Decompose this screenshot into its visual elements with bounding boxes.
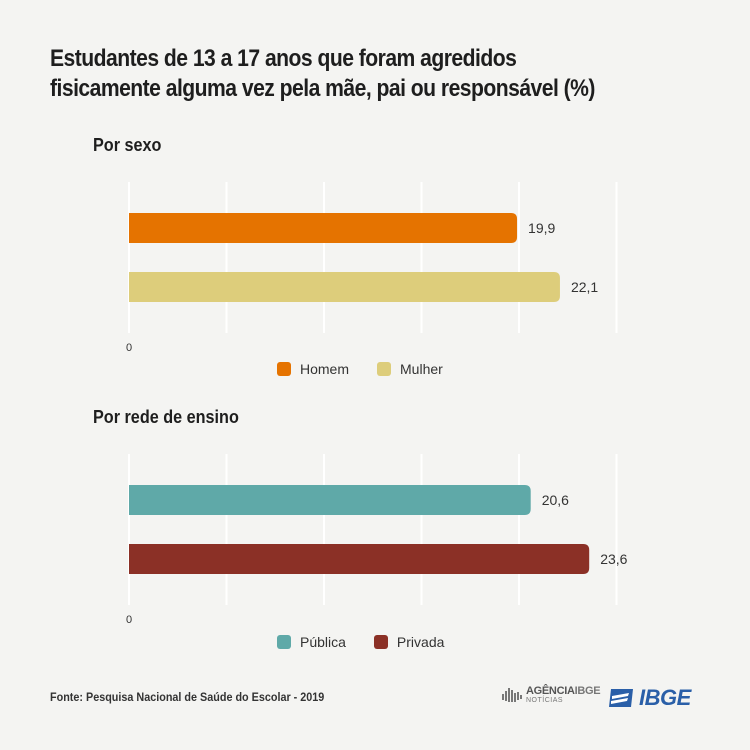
section-title-rede: Por rede de ensino	[93, 407, 239, 427]
legend-swatch-privada	[373, 635, 388, 649]
legend-item-publica: Pública	[277, 634, 346, 650]
data-label-publica: 20,6	[542, 492, 569, 508]
agencia-label: AGÊNCIAIBGE	[526, 685, 601, 697]
data-label-privada: 23,6	[600, 551, 627, 567]
legend-item-privada: Privada	[373, 634, 445, 650]
bar-privada	[129, 544, 590, 574]
x-tick-label: 0	[126, 614, 132, 626]
legend-item-mulher: Mulher	[377, 361, 443, 377]
agencia-mark-icon	[502, 688, 522, 702]
bar-publica	[129, 485, 531, 515]
agencia-sub-label: NOTÍCIAS	[526, 697, 564, 704]
bar-homem	[129, 213, 518, 243]
legend-rede: Pública Privada	[277, 634, 472, 650]
legend-swatch-homem	[277, 362, 291, 376]
title-line-2: fisicamente alguma vez pela mãe, pai ou …	[50, 75, 595, 102]
chart-por-sexo: 19,9 22,1 0	[126, 182, 618, 354]
legend-label-homem: Homem	[300, 361, 350, 377]
legend-label-publica: Pública	[300, 634, 346, 650]
bar-mulher	[129, 272, 560, 302]
legend-item-homem: Homem	[277, 361, 349, 377]
data-label-mulher: 22,1	[571, 279, 598, 295]
legend-sexo: Homem Mulher	[277, 361, 471, 377]
legend-label-privada: Privada	[396, 634, 445, 650]
data-label-homem: 19,9	[528, 220, 555, 236]
title-line-1: Estudantes de 13 a 17 anos que foram agr…	[50, 45, 517, 72]
chart-title: Estudantes de 13 a 17 anos que foram agr…	[50, 44, 631, 104]
agencia-ibge-logo: AGÊNCIAIBGE NOTÍCIAS	[502, 685, 601, 706]
ibge-flag-icon	[609, 689, 633, 707]
x-tick-label: 0	[126, 342, 132, 354]
legend-swatch-mulher	[377, 362, 392, 376]
legend-label-mulher: Mulher	[400, 361, 443, 377]
ibge-logo: IBGE	[607, 685, 691, 711]
chart-por-rede-de-ensino: 20,6 23,6 0	[126, 454, 628, 626]
source-note: Fonte: Pesquisa Nacional de Saúde do Esc…	[50, 690, 325, 704]
ibge-wordmark: IBGE	[639, 685, 691, 710]
section-title-sexo: Por sexo	[93, 135, 162, 155]
legend-swatch-publica	[277, 635, 291, 649]
